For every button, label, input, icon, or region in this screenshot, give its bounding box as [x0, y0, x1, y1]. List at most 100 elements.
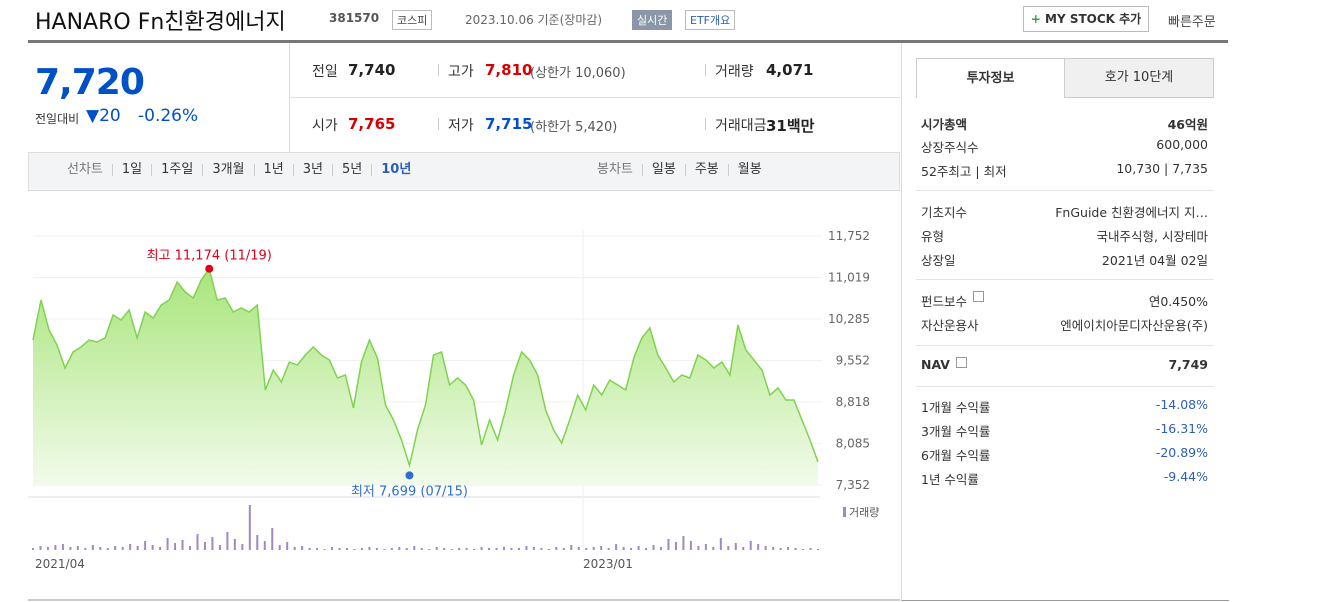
- info-label: 6개월 수익률: [921, 448, 991, 463]
- volume-bar: [159, 547, 162, 550]
- info-sep: [916, 386, 1214, 387]
- volume-bar: [607, 548, 610, 550]
- period-tab[interactable]: 1일: [111, 163, 151, 176]
- period-tab[interactable]: 3년: [292, 163, 332, 176]
- quote-divider: [438, 118, 439, 130]
- info-value: 600,000: [1156, 137, 1208, 152]
- candle-tab[interactable]: 일봉: [641, 163, 685, 176]
- volume-bar: [787, 547, 790, 550]
- volume-bar: [129, 544, 132, 550]
- quote-extra: (상한가 10,060): [530, 66, 626, 81]
- volume-bar: [749, 541, 752, 550]
- volume-bar: [271, 528, 274, 550]
- info-value: FnGuide 친환경에너지 지…: [1055, 205, 1208, 220]
- volume-bar: [99, 547, 102, 550]
- info-value: 10,730 | 7,735: [1116, 161, 1208, 176]
- info-value: 2021년 04월 02일: [1101, 253, 1208, 268]
- period-tab[interactable]: 5년: [332, 163, 371, 176]
- help-icon: [955, 357, 967, 368]
- volume-bar: [76, 546, 79, 550]
- info-row: NAV 7,749: [921, 357, 1208, 372]
- market: 코스피: [392, 10, 433, 30]
- volume-bar: [570, 545, 573, 550]
- volume-bar: [323, 549, 326, 550]
- volume-bar: [779, 548, 782, 550]
- volume-bar: [488, 548, 491, 550]
- candle-tab[interactable]: 월봉: [727, 163, 771, 176]
- volume-bar: [413, 546, 416, 550]
- period-tab[interactable]: 1년: [253, 163, 293, 176]
- price-line: [32, 266, 819, 469]
- volume-bar: [39, 546, 42, 550]
- volume-bar: [383, 549, 386, 550]
- quote-sep: [289, 97, 900, 98]
- candle-tab[interactable]: 주봉: [684, 163, 728, 176]
- header-rule: [28, 40, 1228, 43]
- candle-tabs: 봉차트 일봉 주봉 월봉: [588, 163, 771, 176]
- quote-value: 4,071: [766, 61, 814, 79]
- info-label: 기초지수: [921, 205, 968, 220]
- volume-bar: [166, 538, 169, 550]
- help-icon: [973, 291, 985, 302]
- volume-bar: [278, 545, 281, 550]
- etf-overview[interactable]: ETF개요: [685, 10, 736, 30]
- info-row: 시가총액 46억원: [921, 114, 1208, 133]
- volume-bar: [91, 545, 94, 550]
- my-stock-button[interactable]: + MY STOCK 추가: [1023, 6, 1149, 32]
- info-tab[interactable]: 투자정보: [916, 58, 1065, 98]
- volume-bar: [316, 548, 319, 550]
- quote-extra: (하한가 5,420): [530, 120, 618, 135]
- info-label: NAV: [921, 357, 950, 372]
- volume-bar: [495, 548, 498, 550]
- date: 2023.10.06 기준(장마감): [465, 13, 603, 27]
- volume-legend: 거래량: [849, 506, 879, 519]
- y-tick-label: 8,818: [836, 395, 870, 409]
- info-row: 상장주식수 600,000: [921, 137, 1208, 156]
- info-panel: [901, 43, 1229, 601]
- period-tab[interactable]: 3개월: [202, 163, 253, 176]
- volume-bar: [465, 548, 468, 550]
- tab-label: 선차트: [67, 162, 103, 177]
- quote-label: 고가: [448, 64, 474, 80]
- volume-bar: [106, 548, 109, 550]
- info-label: 52주최고 | 최저: [921, 164, 1007, 179]
- high-label: 최고 11,174 (11/19): [147, 249, 272, 264]
- volume-bar: [301, 546, 304, 550]
- info-row: 유형 국내주식형, 시장테마: [921, 226, 1208, 245]
- volume-bar: [181, 540, 184, 550]
- volume-bar: [360, 548, 363, 550]
- volume-bar: [398, 547, 401, 550]
- info-value: -16.31%: [1155, 421, 1208, 436]
- quote-label: 거래대금: [715, 118, 767, 134]
- orderbook-tab[interactable]: 호가 10단계: [1064, 58, 1214, 98]
- quick-order[interactable]: 빠른주문: [1168, 15, 1216, 30]
- info-label: 펀드보수: [921, 294, 968, 309]
- volume-bar: [144, 541, 147, 550]
- title: HANARO Fn친환경에너지: [35, 10, 286, 35]
- volume-bar: [473, 549, 476, 550]
- volume-bar: [136, 546, 139, 550]
- realtime[interactable]: 실시간: [632, 10, 673, 30]
- quote-divider: [705, 118, 706, 130]
- info-row: 기초지수 FnGuide 친환경에너지 지…: [921, 202, 1208, 221]
- change: ▼20: [86, 106, 121, 126]
- info-row: 상장일 2021년 04월 02일: [921, 250, 1208, 269]
- volume-bar: [772, 547, 775, 550]
- volume-bar: [46, 547, 49, 550]
- y-tick-label: 10,285: [828, 312, 870, 326]
- info-row: 3개월 수익률 -16.31%: [921, 421, 1208, 440]
- volume-legend-swatch: [843, 507, 846, 517]
- volume-bar: [510, 548, 513, 550]
- volume-bar: [263, 541, 266, 550]
- period-tab[interactable]: 1주일: [151, 163, 202, 176]
- period-tab[interactable]: 10년: [371, 163, 420, 176]
- info-value: -14.08%: [1155, 397, 1208, 412]
- code: 381570: [329, 11, 380, 25]
- volume-bar: [547, 549, 550, 550]
- volume-bar: [674, 542, 677, 550]
- chart: 11,752 11,019 10,285 9,552 8,818 8,085 7,352 최고…: [28, 229, 900, 601]
- y-tick-label: 11,019: [828, 270, 870, 284]
- volume-bar: [248, 505, 251, 550]
- quote-divider: [705, 64, 706, 76]
- volume-bar: [734, 543, 737, 550]
